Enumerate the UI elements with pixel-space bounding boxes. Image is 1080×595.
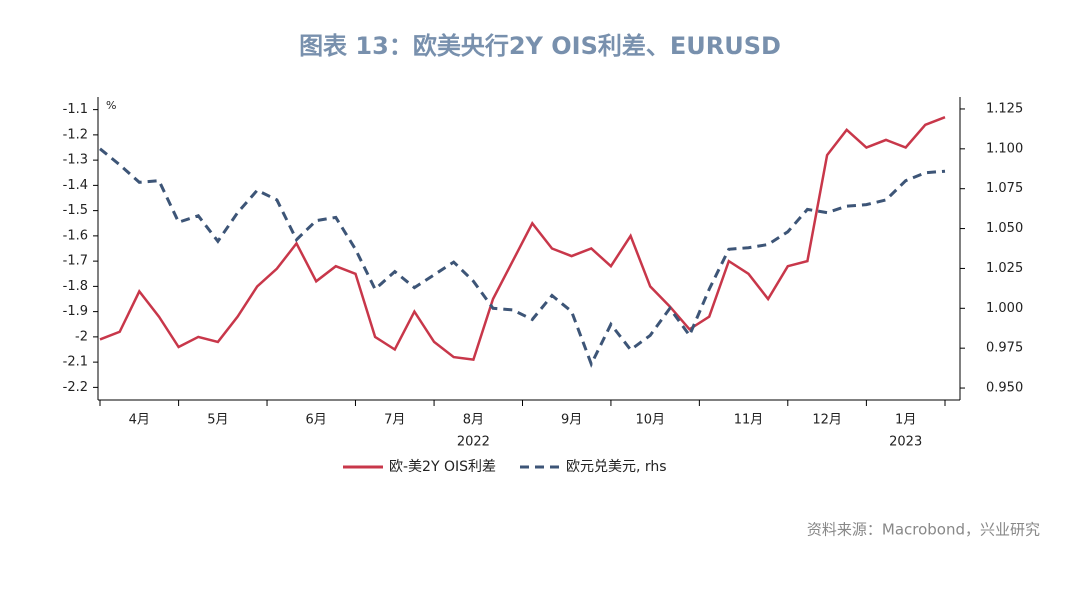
series-line <box>99 116 946 361</box>
y-tick-label: -2.2 <box>63 380 88 395</box>
y-tick-label: -2.1 <box>63 355 88 370</box>
x-tick-label: 10月 <box>635 413 665 428</box>
legend-label: 欧-美2Y OIS利差 <box>389 459 496 475</box>
x-tick-label: 8月 <box>463 413 484 428</box>
y-tick-label: -1.8 <box>63 279 88 294</box>
x-tick-label: 11月 <box>734 413 764 428</box>
y-tick-label: -1.4 <box>63 178 88 193</box>
series-line <box>99 147 946 368</box>
x-tick-label: 12月 <box>812 413 842 428</box>
y-tick-label: -1.1 <box>63 102 88 117</box>
x-tick-label: 5月 <box>207 413 228 428</box>
y2-tick-label: 1.075 <box>986 181 1023 196</box>
source-note: 资料来源：Macrobond，兴业研究 <box>807 521 1040 539</box>
y-tick-label: -1.3 <box>63 153 88 168</box>
x-tick-label: 7月 <box>384 413 405 428</box>
y2-tick-label: 1.050 <box>986 221 1023 236</box>
chart-title: 图表 13：欧美央行2Y OIS利差、EURUSD <box>299 32 781 60</box>
y-tick-label: -1.6 <box>63 228 88 243</box>
y-tick-label: -1.9 <box>63 304 88 319</box>
legend-label: 欧元兑美元, rhs <box>566 459 667 475</box>
y2-tick-label: 1.025 <box>986 261 1023 276</box>
y-tick-label: -1.5 <box>63 203 88 218</box>
y2-tick-label: 0.975 <box>986 341 1023 356</box>
x-tick-label: 4月 <box>129 413 150 428</box>
y-tick-label: -1.2 <box>63 127 88 142</box>
y2-tick-label: 0.950 <box>986 381 1023 396</box>
x-group-label: 2022 <box>457 435 490 450</box>
y-tick-label: -2 <box>75 329 88 344</box>
x-tick-label: 1月 <box>895 413 916 428</box>
y-tick-label: -1.7 <box>63 254 88 269</box>
x-group-label: 2023 <box>889 435 922 450</box>
y2-tick-label: 1.100 <box>986 141 1023 156</box>
x-tick-label: 9月 <box>561 413 582 428</box>
y2-tick-label: 1.000 <box>986 301 1023 316</box>
y2-tick-label: 1.125 <box>986 101 1023 116</box>
unit-label: % <box>106 99 116 112</box>
x-tick-label: 6月 <box>306 413 327 428</box>
